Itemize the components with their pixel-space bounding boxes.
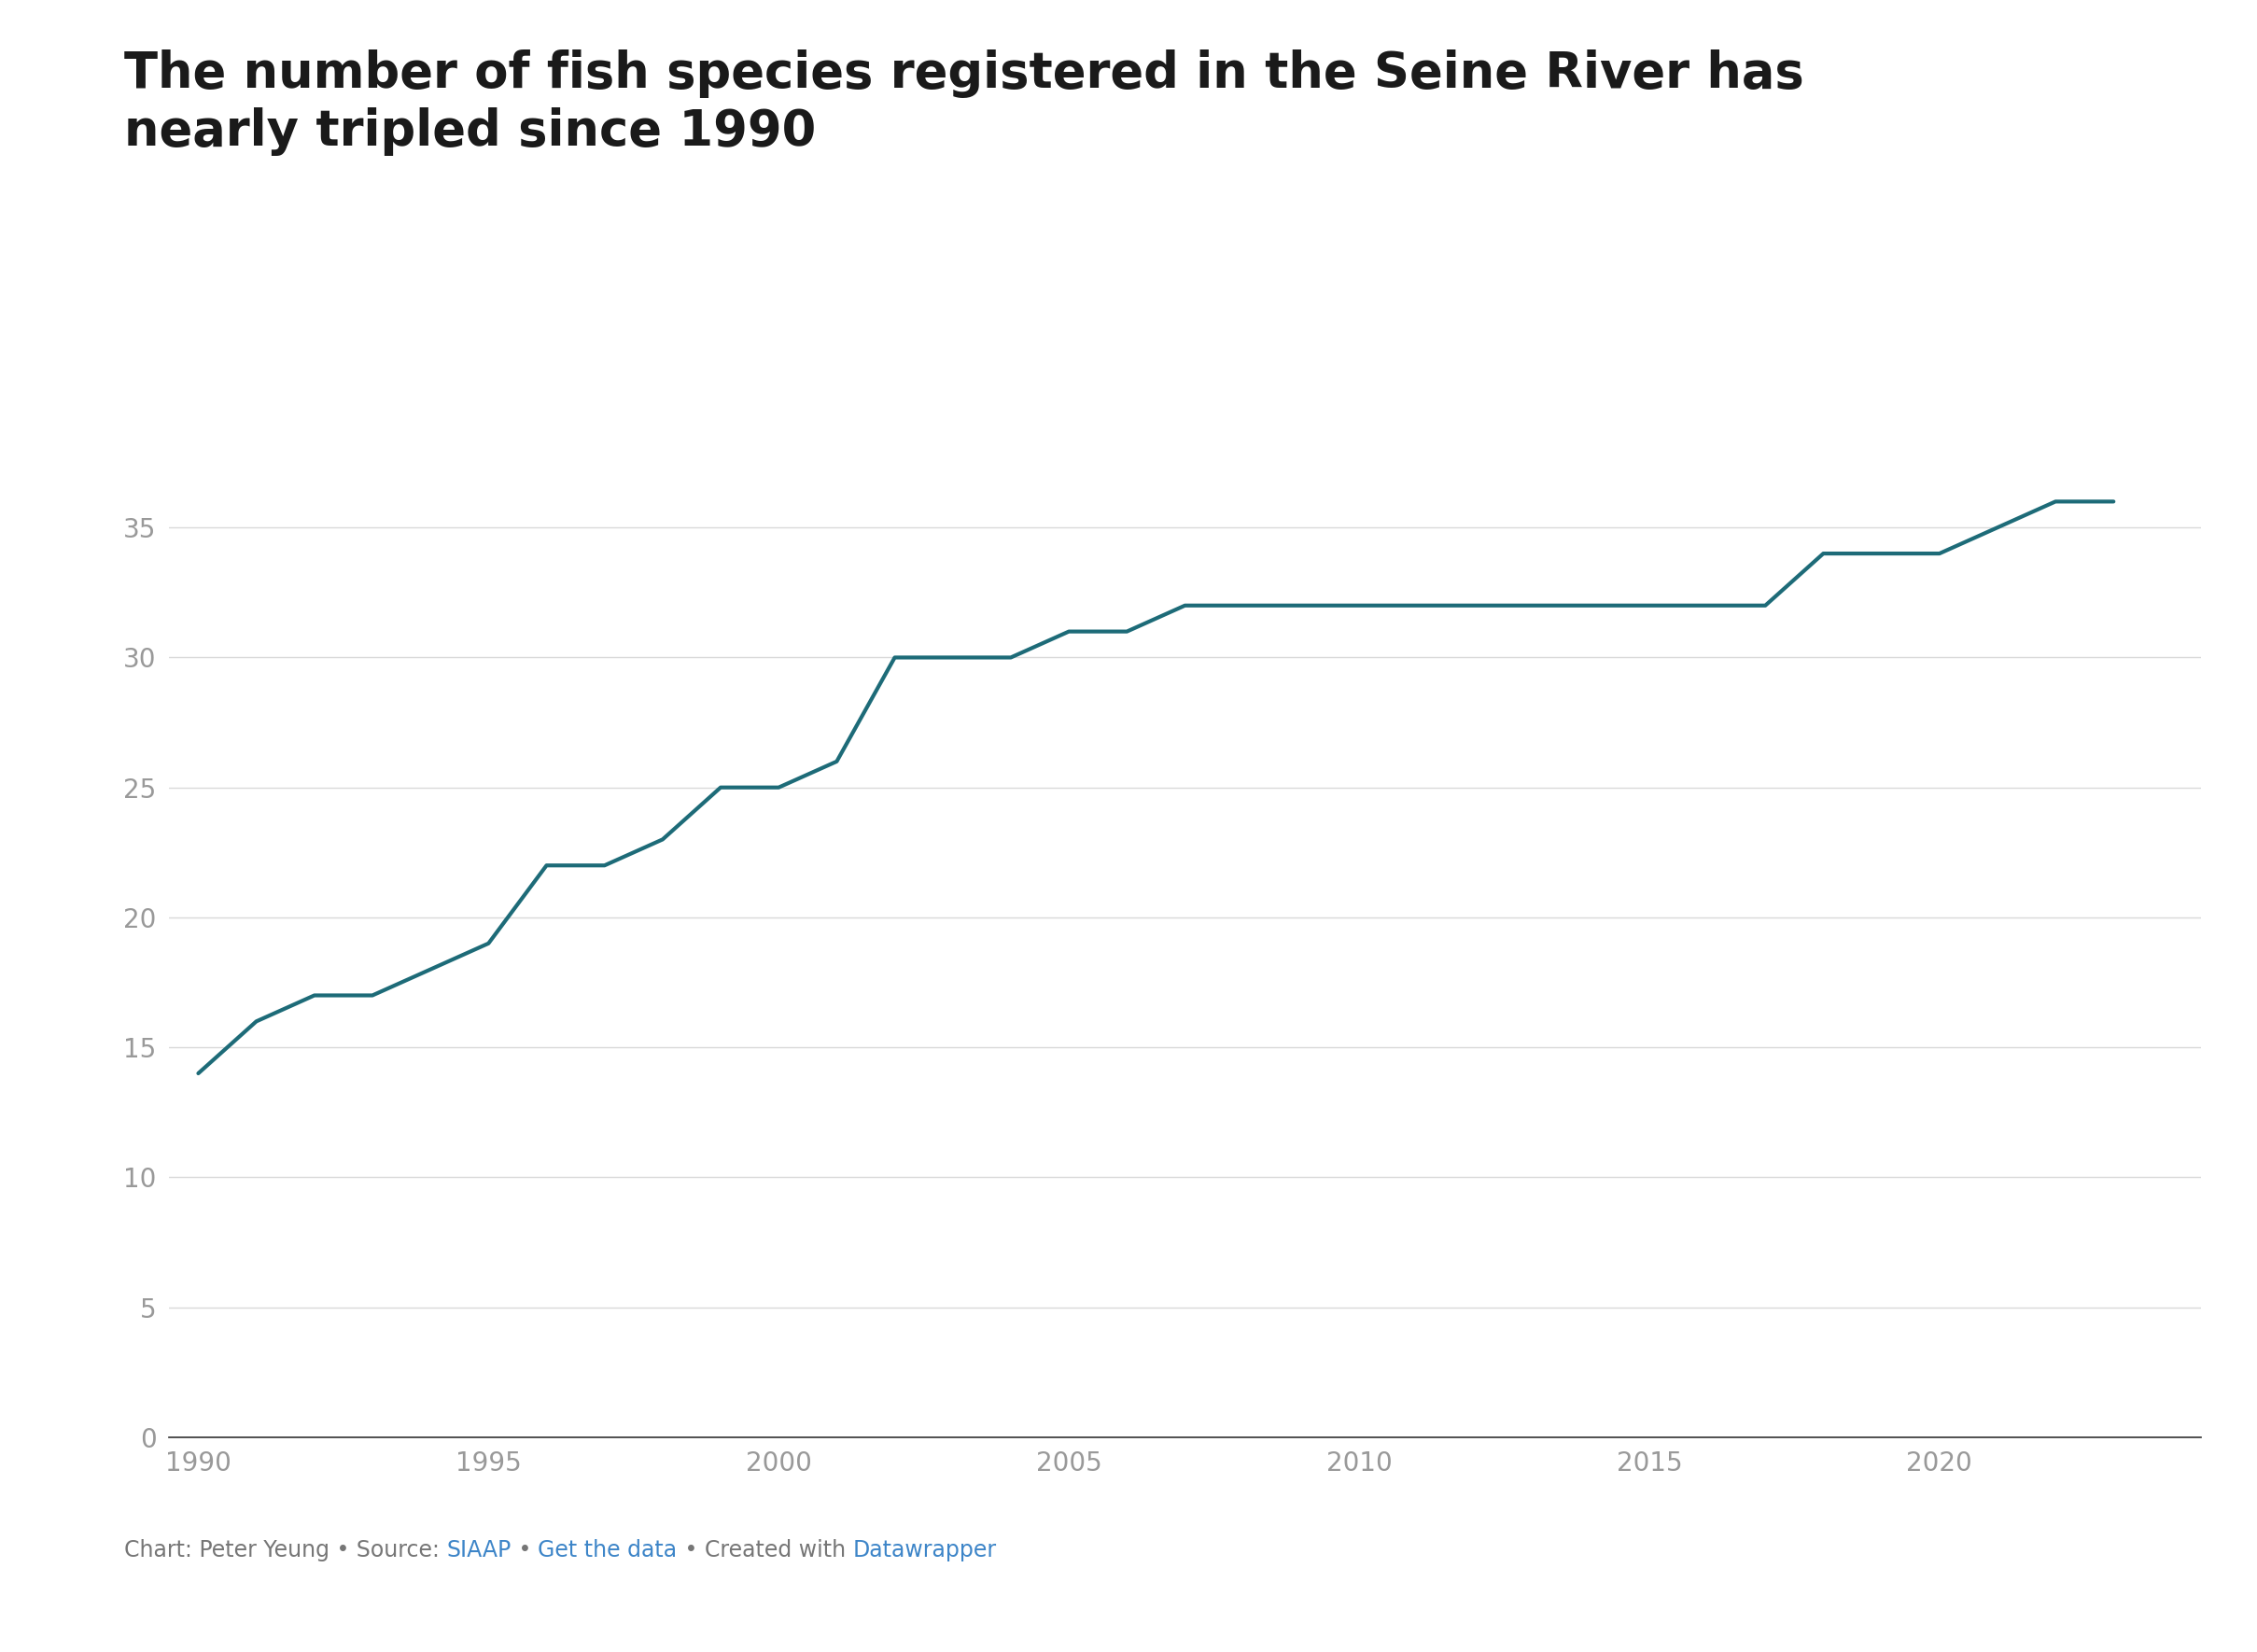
- Text: SIAAP: SIAAP: [447, 1538, 510, 1561]
- Text: •: •: [510, 1538, 537, 1561]
- Text: • Created with: • Created with: [677, 1538, 853, 1561]
- Text: Get the data: Get the data: [537, 1538, 677, 1561]
- Text: Datawrapper: Datawrapper: [853, 1538, 995, 1561]
- Text: Chart: Peter Yeung • Source:: Chart: Peter Yeung • Source:: [124, 1538, 447, 1561]
- Text: The number of fish species registered in the Seine River has
nearly tripled sinc: The number of fish species registered in…: [124, 50, 1803, 157]
